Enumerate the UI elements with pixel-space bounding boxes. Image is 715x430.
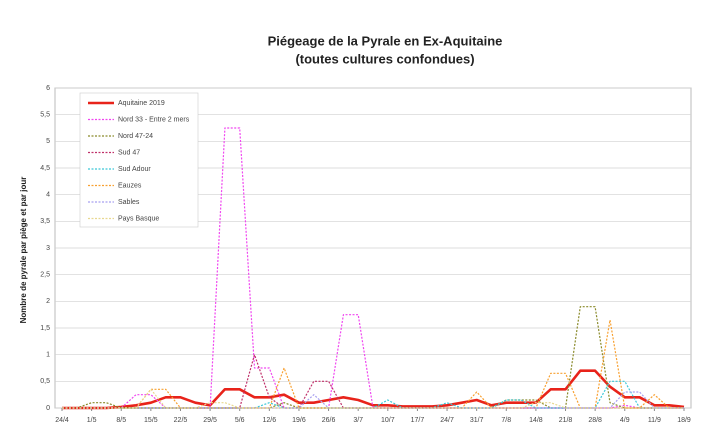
x-tick-label: 31/7	[470, 417, 484, 424]
legend-label: Pays Basque	[118, 215, 159, 222]
x-tick-label: 19/6	[292, 417, 306, 424]
x-tick-label: 1/5	[87, 417, 97, 424]
legend-label: Nord 33 - Entre 2 mers	[118, 116, 190, 123]
y-tick-label: 5	[46, 138, 50, 145]
legend-label: Sud Adour	[118, 166, 151, 173]
x-tick-label: 18/9	[677, 417, 691, 424]
y-tick-label: 1,5	[40, 325, 50, 332]
x-tick-label: 7/8	[501, 417, 511, 424]
series-line	[62, 388, 684, 409]
y-tick-label: 5,5	[40, 112, 50, 119]
y-tick-label: 0	[46, 405, 50, 412]
y-tick-label: 3,5	[40, 218, 50, 225]
legend-label: Eauzes	[118, 182, 142, 189]
x-tick-label: 22/5	[174, 417, 188, 424]
legend-label: Sud 47	[118, 149, 140, 156]
legend-label: Aquitaine 2019	[118, 100, 165, 107]
x-tick-label: 11/9	[648, 417, 661, 424]
y-tick-label: 3	[46, 245, 50, 252]
x-tick-label: 24/7	[440, 417, 454, 424]
chart-title: Piégeage de la Pyrale en Ex-Aquitaine	[268, 33, 503, 48]
x-tick-label: 10/7	[381, 417, 395, 424]
x-tick-label: 5/6	[235, 417, 245, 424]
y-axis-label: Nombre de pyrale par piège et par jour	[19, 177, 28, 324]
y-tick-label: 4	[46, 192, 50, 199]
x-tick-label: 21/8	[559, 417, 573, 424]
legend-label: Nord 47-24	[118, 133, 153, 140]
x-tick-label: 4/9	[620, 417, 630, 424]
y-tick-label: 2	[46, 298, 50, 305]
y-tick-label: 0,5	[40, 378, 50, 385]
y-tick-label: 6	[46, 85, 50, 92]
y-tick-label: 1	[46, 352, 50, 359]
series-line	[62, 369, 685, 410]
x-tick-label: 26/6	[322, 417, 336, 424]
series-line	[62, 306, 684, 409]
x-tick-label: 15/5	[144, 417, 158, 424]
x-tick-label: 3/7	[353, 417, 363, 424]
x-tick-label: 29/5	[203, 417, 217, 424]
legend-label: Sables	[118, 199, 140, 206]
x-tick-label: 12/6	[263, 417, 277, 424]
y-tick-label: 2,5	[40, 272, 50, 279]
legend-box	[79, 92, 199, 228]
x-tick-label: 14/8	[529, 417, 543, 424]
x-tick-label: 24/4	[55, 417, 69, 424]
y-tick-label: 4,5	[40, 165, 50, 172]
chart-subtitle: (toutes cultures confondues)	[295, 51, 474, 66]
x-tick-label: 17/7	[411, 417, 425, 424]
x-tick-label: 28/8	[588, 417, 602, 424]
x-tick-label: 8/5	[116, 417, 126, 424]
